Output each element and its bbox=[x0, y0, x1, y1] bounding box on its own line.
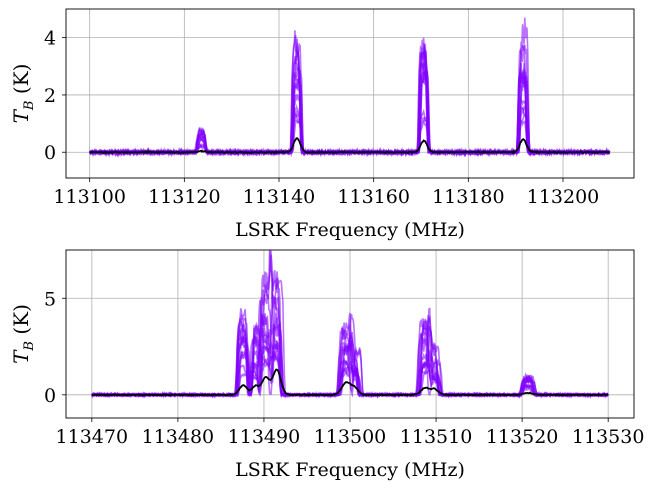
x-tick-label: 113470 bbox=[56, 426, 129, 448]
x-tick-label: 113510 bbox=[400, 426, 473, 448]
spectrum-panel-bottom: 113470 113480 113490 113500 113510 113520 1135… bbox=[9, 249, 645, 481]
sample-spectrum bbox=[89, 44, 610, 158]
sample-spectrum bbox=[88, 43, 611, 158]
x-tick-label: 113200 bbox=[527, 186, 600, 208]
axes-frame bbox=[65, 8, 635, 179]
sample-spectrum bbox=[89, 47, 610, 157]
y-axis-label: TB (K) bbox=[9, 64, 37, 124]
spectrum-panel-top: 113100 113120 113140 113160 113180 113200 0 2 4 L… bbox=[9, 8, 635, 241]
y-tick-label: 0 bbox=[44, 142, 56, 164]
mean-spectrum bbox=[89, 137, 610, 155]
sample-spectrum bbox=[88, 49, 611, 158]
sample-spectrum bbox=[88, 17, 611, 158]
x-tick-label: 113180 bbox=[432, 186, 505, 208]
x-axis-label: LSRK Frequency (MHz) bbox=[235, 219, 465, 241]
sample-spectrum bbox=[88, 30, 611, 158]
series-group bbox=[88, 17, 611, 158]
x-tick-label: 113120 bbox=[148, 186, 221, 208]
sample-spectrum bbox=[89, 51, 610, 157]
x-tick-label: 113490 bbox=[228, 426, 301, 448]
series-group bbox=[91, 250, 609, 400]
x-tick-label: 113100 bbox=[53, 186, 126, 208]
x-axis-label: LSRK Frequency (MHz) bbox=[235, 459, 465, 481]
x-tick-label: 113530 bbox=[572, 426, 645, 448]
y-tick-label: 0 bbox=[44, 385, 56, 407]
sample-spectrum bbox=[89, 67, 611, 158]
y-tick-label: 2 bbox=[44, 85, 56, 107]
y-tick-label: 4 bbox=[44, 28, 56, 50]
x-tick-label: 113160 bbox=[337, 186, 410, 208]
sample-spectrum bbox=[88, 42, 611, 157]
sample-spectrum bbox=[89, 103, 611, 158]
mean-spectrum bbox=[91, 368, 609, 397]
sample-spectrum bbox=[89, 44, 611, 158]
sample-spectrum bbox=[88, 50, 610, 157]
y-axis-label: TB (K) bbox=[9, 304, 37, 364]
x-tick-label: 113520 bbox=[486, 426, 559, 448]
x-tick-label: 113480 bbox=[142, 426, 215, 448]
sample-spectrum bbox=[89, 56, 611, 158]
x-tick-label: 113140 bbox=[243, 186, 316, 208]
x-tick-label: 113500 bbox=[314, 426, 387, 448]
y-tick-label: 5 bbox=[44, 288, 56, 310]
